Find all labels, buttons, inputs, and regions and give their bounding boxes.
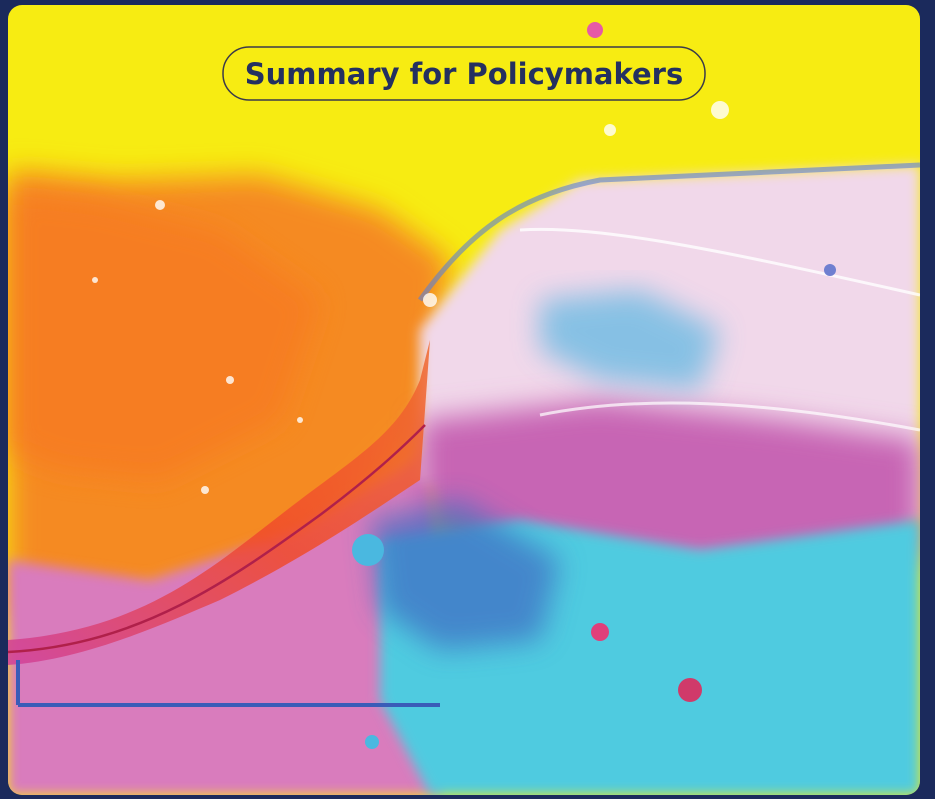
page: Summary for Policymakers (() => { const … <box>0 0 935 799</box>
title: Summary for Policymakers <box>245 57 683 91</box>
cover: Summary for Policymakers <box>0 0 935 799</box>
artwork <box>8 0 920 795</box>
